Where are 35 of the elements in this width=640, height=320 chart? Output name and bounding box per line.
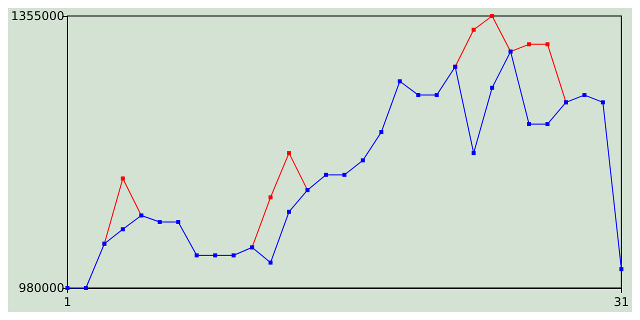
point [472, 28, 476, 32]
point [490, 14, 494, 18]
point [176, 220, 180, 224]
point [546, 42, 550, 46]
point [120, 176, 125, 180]
point [360, 158, 365, 162]
point [287, 151, 292, 156]
point [232, 253, 236, 258]
point [324, 172, 328, 177]
point [546, 122, 550, 126]
point [120, 227, 125, 232]
y-tick-label: 1355000 [10, 9, 64, 23]
point [268, 195, 273, 200]
point [527, 122, 532, 126]
point [398, 79, 402, 84]
point [84, 286, 88, 290]
point [268, 260, 273, 265]
point [158, 220, 162, 224]
x-tick-label: 1 [64, 295, 72, 309]
point [416, 93, 420, 98]
point [490, 86, 494, 90]
point [213, 253, 218, 258]
point [472, 151, 476, 156]
point [582, 93, 586, 98]
point [619, 267, 624, 272]
x-tick-label: 31 [614, 295, 630, 309]
point [342, 172, 346, 177]
point [65, 286, 70, 290]
point [600, 100, 605, 104]
y-tick-label: 980000 [18, 281, 64, 295]
point [379, 130, 384, 134]
point [434, 93, 439, 98]
point [194, 253, 199, 258]
point [287, 210, 292, 214]
point [527, 42, 532, 46]
